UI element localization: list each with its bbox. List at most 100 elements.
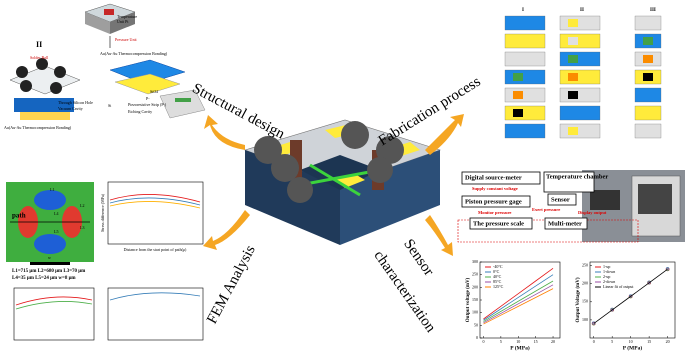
data-point (592, 322, 595, 325)
dimension: L4=35 μm L5=24 μm w=8 μm (12, 276, 76, 281)
label: L4 (54, 211, 58, 216)
process-step (504, 51, 546, 67)
x-tick-label: 5 (611, 339, 613, 344)
fem-plots (13, 181, 204, 341)
section-label: Fabrication process (376, 74, 484, 150)
plot-frame (589, 261, 676, 339)
label: Piezoresistive Strip (P-) (128, 102, 167, 107)
fem-contour (6, 182, 94, 265)
process-detail (643, 91, 653, 99)
legend-label: 2-down (603, 279, 615, 284)
box (461, 195, 531, 208)
legend-label: 1-up (603, 264, 610, 269)
legend-label: 2-up (603, 274, 610, 279)
box (543, 171, 595, 193)
label: Solder Ball (30, 55, 49, 60)
process-step (559, 15, 601, 31)
process-step (504, 69, 546, 85)
series-line (593, 268, 668, 324)
x-tick-label: 10 (629, 339, 633, 344)
series-line (483, 280, 554, 322)
series-line (483, 274, 554, 321)
box-label: Digital source-meter (465, 174, 522, 181)
process-step (504, 123, 546, 139)
label: L2 (80, 203, 84, 208)
x-tick-label: 20 (666, 339, 670, 344)
x-tick-label: 0 (482, 339, 484, 344)
x-tick-label: 10 (516, 339, 520, 344)
label: II (36, 40, 42, 49)
label: L1 (50, 187, 54, 192)
process-step (559, 87, 601, 103)
box-label: Piston pressure gage (465, 198, 522, 205)
process-detail (513, 37, 523, 45)
data-point (647, 281, 651, 285)
process-detail (568, 127, 578, 135)
y-tick-label: 300 (472, 259, 478, 264)
annotation: Display output (578, 210, 607, 215)
annotation: Supply constant voltage (472, 186, 518, 191)
box (469, 217, 533, 230)
label: Etching Cavity (128, 109, 152, 114)
y-axis-title: Output Voltage (mV) (576, 277, 581, 322)
setup-photo (457, 170, 685, 243)
process-detail (513, 91, 523, 99)
label: P- (146, 96, 150, 101)
legend-label: 0°C (493, 269, 500, 274)
y-tick-label: 200 (582, 281, 588, 286)
process-detail (568, 91, 578, 99)
x-tick-label: 5 (500, 339, 502, 344)
series-line (483, 288, 554, 325)
annotation: Exert pressure (532, 207, 560, 212)
box (461, 171, 541, 185)
legend-label: -40°C (493, 264, 503, 269)
process-detail (568, 19, 578, 27)
x-tick-label: 20 (551, 339, 555, 344)
data-point (629, 295, 632, 298)
data-point (666, 267, 669, 271)
section-label: FEM Analysis (204, 243, 259, 327)
process-detail (513, 55, 523, 63)
legend-label: 1-down (603, 269, 615, 274)
legend-label: 125°C (493, 284, 504, 289)
process-step (504, 87, 546, 103)
box (547, 193, 577, 206)
x-axis-title: P (MPa) (510, 344, 530, 351)
label: L5 (54, 229, 58, 234)
box-label: Multi-meter (548, 220, 582, 227)
y-tick-label: 100 (582, 317, 588, 322)
x-tick-label: 15 (647, 339, 651, 344)
process-detail (643, 37, 653, 45)
box-label: The pressure scale (473, 220, 524, 227)
y-tick-label: 50 (474, 322, 478, 327)
series-line (483, 284, 554, 324)
process-detail (568, 37, 578, 45)
annotation: Monitor pressure (478, 210, 511, 215)
y-tick-label: 250 (472, 272, 478, 277)
process-detail (513, 73, 523, 81)
series-line (483, 268, 554, 320)
label: Si (108, 103, 112, 108)
process-detail (568, 55, 578, 63)
y-tick-label: 0 (476, 335, 478, 340)
label: Au(Au-Au Thermocompression Bonding) (4, 125, 72, 130)
label: L3 (80, 225, 84, 230)
legend-label: 40°C (493, 274, 502, 279)
flow-arrows (203, 114, 464, 256)
process-step (559, 33, 601, 49)
axis-title: Distance from the start point of path(μ) (124, 247, 187, 252)
label: Through Silicon Hole (58, 100, 93, 105)
process-detail (568, 109, 578, 117)
label: Pressure Unit (115, 37, 138, 42)
process-step (559, 51, 601, 67)
process-detail (643, 19, 653, 27)
structural-illustration (9, 3, 206, 120)
fabrication-grid (504, 15, 662, 139)
section-label: Sensor (400, 236, 437, 279)
process-detail (513, 109, 523, 117)
label: Temperature (117, 14, 137, 19)
axis-title: Stress difference (MPa) (100, 193, 105, 232)
x-tick-label: 15 (534, 339, 538, 344)
